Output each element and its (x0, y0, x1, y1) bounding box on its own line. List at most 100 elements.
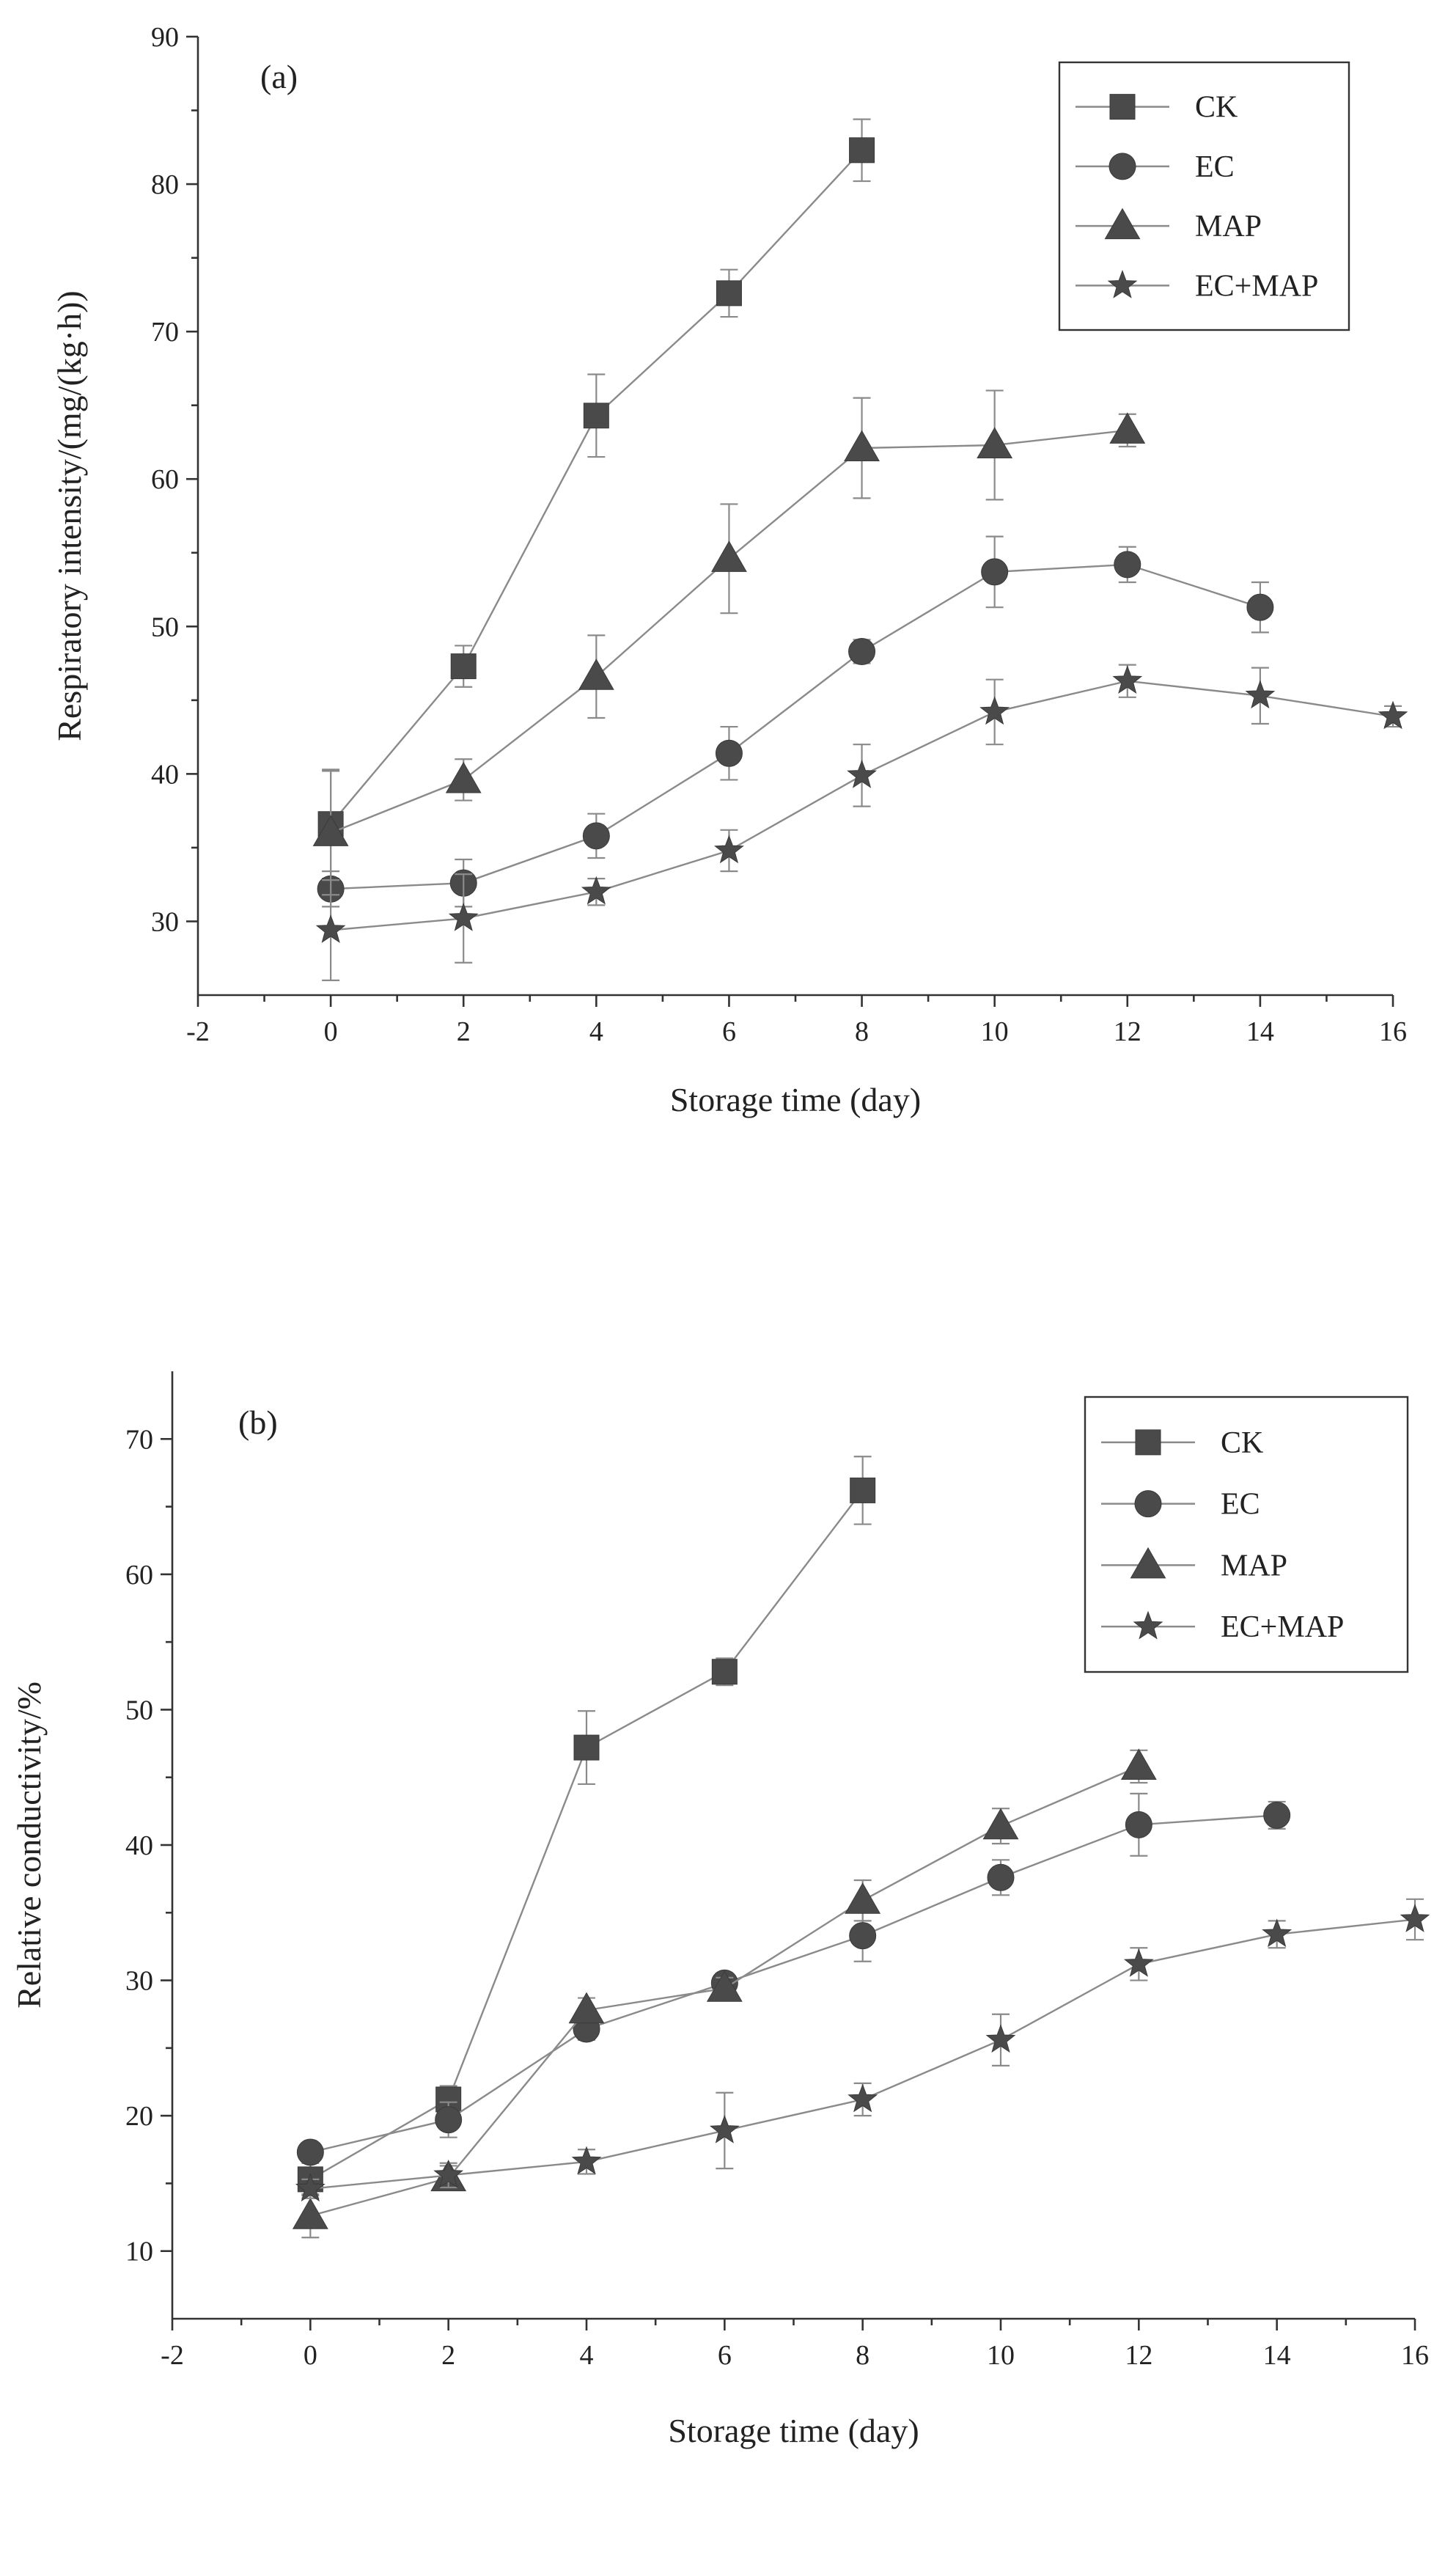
data-point (847, 759, 877, 788)
data-point (573, 1734, 600, 1761)
x-tick-label: 6 (722, 1016, 736, 1047)
data-point (295, 2173, 326, 2202)
data-point (849, 137, 875, 164)
data-point (1378, 700, 1408, 730)
legend-marker (1130, 1547, 1166, 1579)
data-point (448, 902, 479, 931)
data-point (845, 1882, 881, 1914)
series-map (312, 389, 1146, 896)
data-point (1125, 1811, 1152, 1838)
data-point (315, 914, 346, 943)
x-tick-label: 6 (718, 2340, 732, 2371)
y-tick-label: 70 (125, 1424, 153, 1455)
panel-label: (b) (238, 1404, 278, 1441)
data-point (711, 540, 747, 572)
data-point (987, 1863, 1015, 1891)
x-tick-label: 2 (457, 1016, 471, 1047)
data-point (982, 1808, 1019, 1840)
y-tick-label: 90 (151, 22, 179, 53)
data-point (578, 659, 614, 690)
data-point (848, 637, 876, 665)
data-point (1109, 412, 1146, 444)
data-point (433, 2159, 464, 2188)
x-tick-label: -2 (161, 2340, 184, 2371)
data-point (1400, 1904, 1430, 1932)
data-point (435, 2106, 463, 2134)
x-tick-label: 0 (304, 2340, 317, 2371)
y-tick-label: 30 (125, 1966, 153, 1997)
legend-label: CK (1221, 1426, 1263, 1460)
data-point (1120, 1748, 1157, 1780)
data-point (581, 876, 611, 905)
x-tick-label: 10 (987, 2340, 1015, 2371)
data-point (1112, 665, 1143, 694)
panel-label: (a) (260, 58, 298, 95)
data-point (977, 427, 1013, 459)
y-tick-label: 30 (151, 906, 179, 937)
data-point (1263, 1801, 1291, 1829)
data-point (715, 739, 743, 767)
x-tick-label: 14 (1263, 2340, 1291, 2371)
data-point (714, 835, 744, 864)
legend-marker (1104, 208, 1141, 240)
data-point (849, 1922, 877, 1950)
legend-label: MAP (1221, 1549, 1287, 1582)
data-point (568, 1992, 605, 2024)
data-point (1114, 551, 1141, 579)
data-point (844, 430, 880, 462)
legend-label: EC+MAP (1221, 1610, 1344, 1644)
data-point (450, 653, 477, 680)
legend-marker (1107, 269, 1138, 298)
y-tick-label: 60 (125, 1560, 153, 1591)
data-point (571, 2146, 602, 2175)
series-ec-plus-map (295, 1898, 1430, 2202)
chart-panel-a: -2 0 2 4 6 8 10 12 14 16 30 40 50 60 70 80 90 Storage tim… (51, 22, 1408, 1118)
legend: CK EC MAP EC+MAP (1084, 1395, 1409, 1673)
x-axis-title: Storage time (day) (670, 1081, 921, 1118)
data-point (711, 1659, 738, 1685)
series-ec-plus-map (315, 664, 1408, 981)
y-tick-label: 80 (151, 169, 179, 200)
legend-marker (1135, 1429, 1161, 1456)
y-tick-label: 20 (125, 2101, 153, 2132)
x-tick-label: 12 (1114, 1016, 1141, 1047)
x-tick-label: 2 (441, 2340, 455, 2371)
data-point (979, 696, 1010, 725)
y-tick-label: 50 (151, 612, 179, 642)
legend-marker (1108, 153, 1136, 180)
data-point (1245, 680, 1276, 709)
chart-panel-b: -2 0 2 4 6 8 10 12 14 16 10 20 30 40 50 60 70 Storage tim… (10, 1371, 1430, 2449)
data-point (716, 280, 742, 307)
legend-label: MAP (1195, 210, 1262, 243)
legend-label: CK (1195, 91, 1238, 125)
x-tick-label: 0 (324, 1016, 338, 1047)
series-ck (317, 118, 875, 880)
x-tick-label: 8 (856, 2340, 869, 2371)
data-point (985, 2024, 1016, 2053)
data-point (296, 2138, 324, 2166)
legend-label: EC (1221, 1488, 1260, 1522)
data-point (582, 822, 610, 850)
y-tick-label: 10 (125, 2237, 153, 2267)
data-point (848, 2083, 878, 2113)
x-tick-label: 4 (580, 2340, 594, 2371)
x-axis-title: Storage time (day) (668, 2412, 919, 2449)
data-point (709, 2114, 740, 2143)
series-line (310, 1814, 1277, 2154)
data-point (312, 815, 349, 846)
x-tick-label: 4 (589, 1016, 603, 1047)
legend-label: EC+MAP (1195, 269, 1318, 303)
y-tick-label: 50 (125, 1695, 153, 1725)
y-tick-label: 70 (151, 317, 179, 348)
y-tick-label: 40 (125, 1830, 153, 1861)
data-point (1123, 1948, 1154, 1977)
x-tick-label: 16 (1379, 1016, 1407, 1047)
legend: CK EC MAP EC+MAP (1058, 61, 1350, 331)
y-axis-title: Respiratory intensity/(mg/(kg·h)) (51, 290, 88, 741)
data-point (445, 761, 482, 793)
legend-marker (1109, 94, 1136, 120)
data-point (981, 558, 1009, 586)
x-tick-label: 10 (981, 1016, 1009, 1047)
